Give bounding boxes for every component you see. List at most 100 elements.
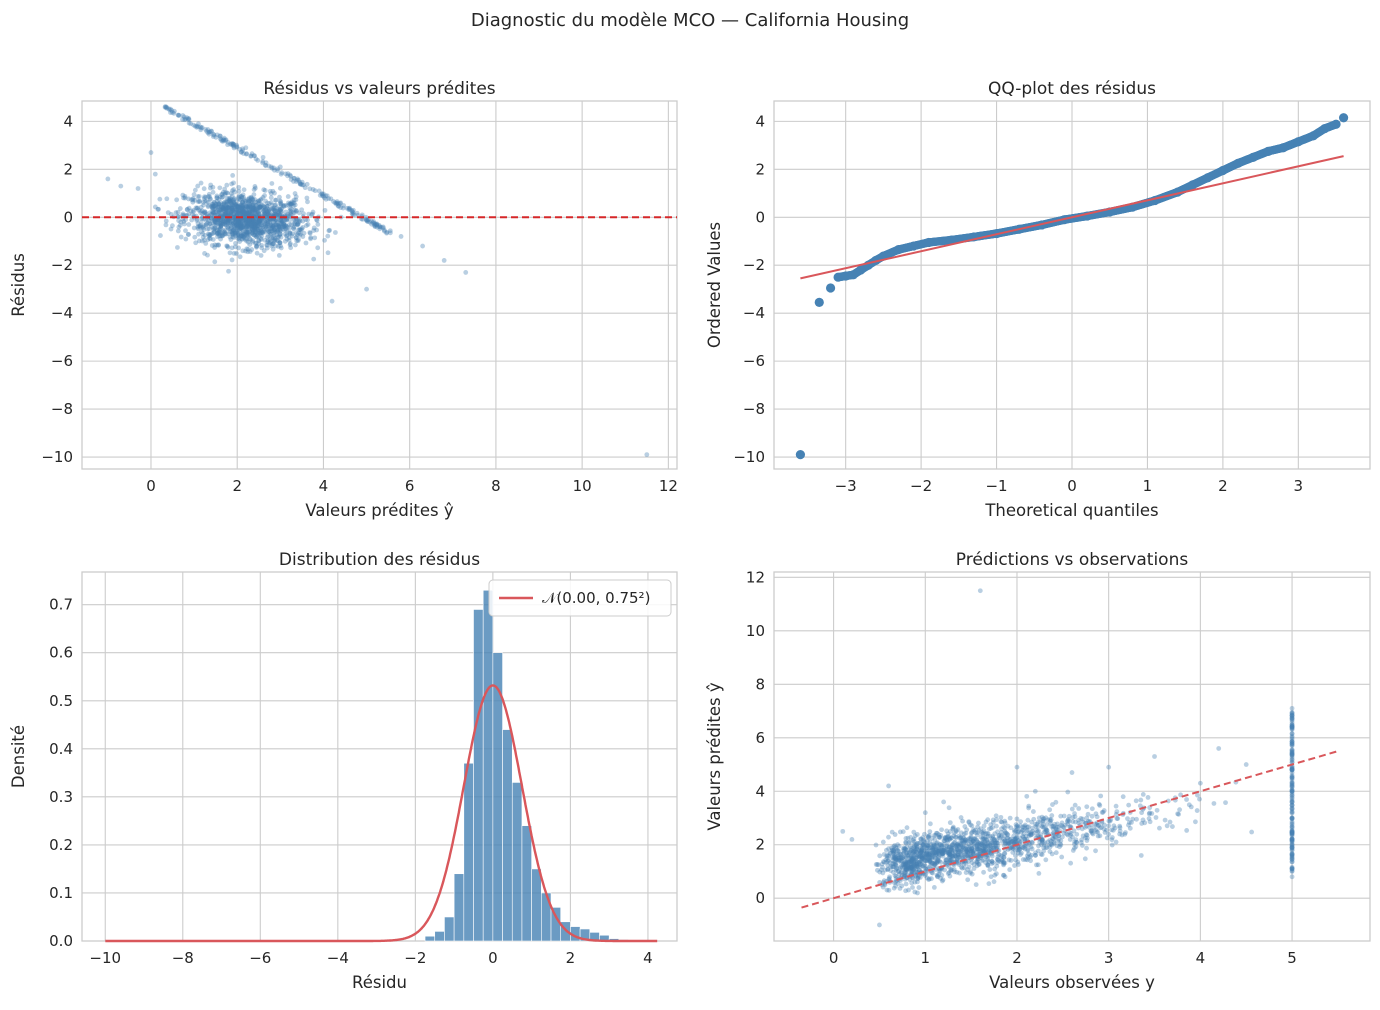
prediction-point [918, 836, 924, 842]
histogram-bar [444, 916, 455, 942]
x-axis-label: Résidu [352, 973, 407, 992]
residual-point [272, 218, 278, 223]
histogram-bar [521, 825, 532, 942]
residual-point [325, 250, 331, 256]
residual-point [322, 237, 327, 243]
residual-point [195, 226, 201, 232]
residual-point [229, 228, 235, 234]
residual-point [236, 236, 242, 242]
residual-point [230, 188, 235, 193]
histogram-bar [434, 931, 445, 942]
residual-point [190, 199, 196, 205]
residual-point [210, 207, 216, 212]
residual-point [254, 244, 259, 250]
residual-point [168, 226, 174, 232]
residual-point [201, 196, 207, 201]
residual-point [244, 229, 250, 235]
residual-point [255, 227, 261, 232]
residual-point [275, 238, 281, 244]
residual-point [244, 210, 250, 216]
residual-point [271, 228, 276, 233]
prediction-point [966, 819, 972, 824]
x-tick-label: −2 [910, 477, 932, 495]
x-tick-label: −4 [327, 949, 349, 967]
residual-point [224, 195, 230, 201]
residual-point [240, 211, 246, 217]
residual-point [246, 211, 252, 217]
residual-point [223, 212, 229, 218]
residual-point [259, 225, 265, 231]
prediction-point [963, 848, 969, 854]
residual-point [286, 200, 291, 206]
prediction-point [880, 884, 886, 890]
y-tick-label: −6 [743, 352, 765, 370]
residual-point [220, 207, 226, 212]
residual-point [230, 221, 236, 226]
residual-point [306, 211, 312, 217]
residual-point-outlier [105, 176, 111, 182]
residual-point [236, 221, 241, 227]
residual-point [256, 241, 262, 247]
censored-point [1289, 712, 1295, 718]
residual-point [277, 198, 283, 204]
residual-point [186, 211, 192, 217]
residual-point [244, 224, 249, 230]
residual-point [210, 203, 216, 209]
residual-point [247, 204, 253, 209]
prediction-point [1072, 845, 1077, 851]
prediction-point [1184, 797, 1189, 802]
residual-point [296, 230, 301, 236]
residual-point [250, 203, 256, 209]
residual-point [234, 218, 240, 224]
residual-point [232, 206, 238, 212]
residual-point-outlier [644, 452, 650, 458]
prediction-point [1138, 853, 1144, 858]
residual-point [238, 149, 244, 155]
residual-point [217, 211, 223, 216]
prediction-point [1193, 819, 1198, 825]
prediction-point [1047, 844, 1053, 850]
residual-point [256, 229, 261, 234]
residual-point [184, 206, 190, 212]
residual-point [283, 203, 289, 209]
residual-point [216, 217, 222, 223]
residual-point [243, 203, 249, 209]
residual-point [276, 234, 281, 240]
residual-point [180, 192, 186, 198]
prediction-point [908, 835, 914, 840]
residual-point [261, 211, 267, 217]
residual-point [186, 232, 191, 237]
residual-point [152, 204, 158, 210]
histogram-bar [424, 935, 436, 942]
residual-point [241, 235, 247, 241]
residual-point [256, 211, 262, 217]
residual-point [247, 204, 253, 210]
residual-point [265, 211, 271, 217]
residual-point [216, 242, 221, 248]
prediction-point [1062, 822, 1068, 828]
residual-point [274, 209, 280, 214]
residual-point [246, 224, 252, 230]
residual-point [286, 202, 291, 208]
y-tick-label: 0.7 [49, 596, 73, 614]
residual-point [230, 218, 236, 224]
y-tick-label: −6 [51, 352, 73, 370]
residual-point [249, 210, 255, 216]
residual-point [210, 220, 215, 225]
residual-point [258, 202, 264, 207]
residual-point [240, 200, 245, 206]
residual-point [220, 189, 226, 195]
residual-point [240, 233, 246, 239]
residual-point [227, 226, 233, 232]
residual-point [245, 197, 251, 202]
residual-point [277, 223, 283, 229]
residual-point [223, 205, 229, 211]
residual-point [255, 220, 261, 226]
residual-point [248, 224, 254, 230]
residual-point [216, 207, 222, 213]
residual-point [250, 208, 255, 214]
residual-point [223, 217, 229, 223]
residual-point [210, 201, 215, 207]
residual-point [270, 206, 276, 211]
residual-point [217, 221, 222, 226]
